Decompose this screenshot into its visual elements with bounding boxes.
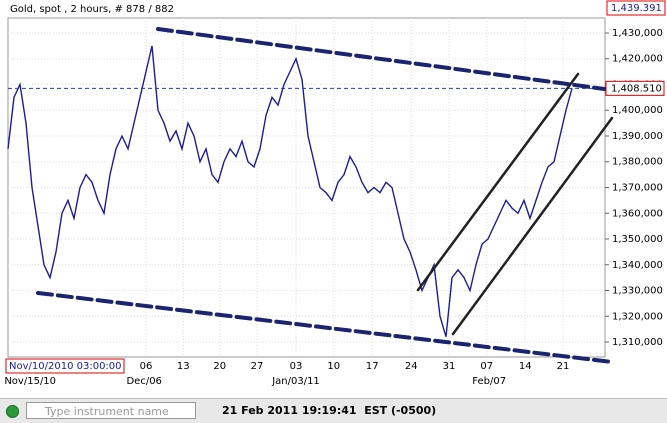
instrument-search[interactable]: Type instrument name xyxy=(26,402,196,419)
high-label: 1,439.391 xyxy=(611,3,662,14)
price-line xyxy=(7,45,573,338)
y-tick-label: 1,330,000 xyxy=(612,286,663,297)
x-tick-label: 31 xyxy=(443,361,456,372)
chart: Gold, spot , 2 hours, # 878 / 882 1,310,… xyxy=(4,0,666,387)
timestamp: 21 Feb 2011 19:19:41 EST (-0500) xyxy=(222,404,437,417)
series xyxy=(7,45,605,338)
x-tick-label: 27 xyxy=(251,361,264,372)
last-price-label: 1,408.510 xyxy=(611,83,662,94)
x-tick-label: 21 xyxy=(557,361,570,372)
y-tick-label: 1,420,000 xyxy=(612,54,663,65)
y-tick-label: 1,430,000 xyxy=(612,28,663,39)
trend-line xyxy=(156,27,614,92)
x-month-label: Nov/15/10 xyxy=(4,376,56,387)
x-tick-label: 07 xyxy=(480,361,493,372)
toolbar: Type instrument name 21 Feb 2011 19:19:4… xyxy=(0,398,667,423)
y-tick-label: 1,400,000 xyxy=(612,105,663,116)
x-tick-label: 17 xyxy=(366,361,379,372)
last-price-box xyxy=(605,80,665,96)
x-tick-label: 20 xyxy=(213,361,226,372)
x-tick-label: 03 xyxy=(290,361,303,372)
channel-line xyxy=(416,72,580,292)
x-month-label: Dec/06 xyxy=(126,376,161,387)
y-tick-label: 1,320,000 xyxy=(612,311,663,322)
chart-title: Gold, spot , 2 hours, # 878 / 882 xyxy=(10,4,174,15)
x-month-label: Feb/07 xyxy=(472,376,506,387)
y-tick-label: 1,380,000 xyxy=(612,157,663,168)
x-tick-label: 10 xyxy=(327,361,340,372)
x-tick-label: 13 xyxy=(177,361,190,372)
y-tick-label: 1,310,000 xyxy=(612,337,663,348)
cursor-box xyxy=(5,358,125,374)
x-month-label: Jan/03/11 xyxy=(271,376,320,387)
status-icon xyxy=(6,405,19,418)
channel-line xyxy=(451,116,614,336)
grid xyxy=(8,18,605,357)
y-tick-label: 1,370,000 xyxy=(612,183,663,194)
axis-labels: 1,310,000 1,320,000 1,330,000 1,340,000 1,35… xyxy=(4,0,666,387)
y-tick-label: 1,390,000 xyxy=(612,131,663,142)
trend-line xyxy=(36,291,614,364)
y-tick-label: 1,360,000 xyxy=(612,208,663,219)
cursor-label: Nov/10/2010 03:00:00 xyxy=(9,361,122,372)
x-tick-label: 06 xyxy=(140,361,153,372)
x-tick-label: 14 xyxy=(519,361,532,372)
x-tick-label: 24 xyxy=(405,361,418,372)
high-box xyxy=(606,0,666,16)
trend-lines xyxy=(36,27,614,364)
y-tick-label: 1,350,000 xyxy=(612,234,663,245)
y-tick-label: 1,340,000 xyxy=(612,260,663,271)
